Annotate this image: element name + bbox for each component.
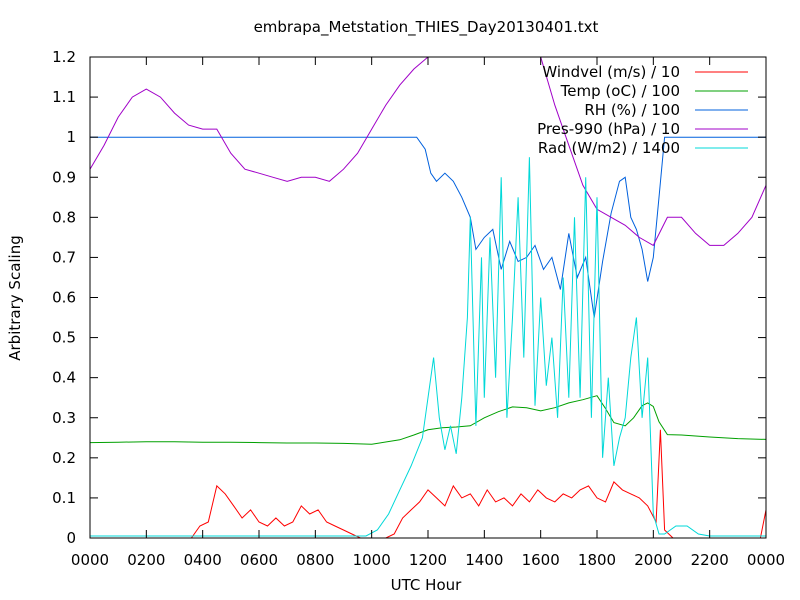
y-tick-label: 1.2 (52, 48, 76, 66)
axes-layer: 0000 0200 0400 0600 0800 1000 1200 1400 1600 1800… (52, 48, 785, 569)
x-tick-label: 1000 (353, 551, 391, 569)
legend-label: Temp (oC) / 100 (560, 82, 680, 100)
x-tick-label: 2200 (691, 551, 729, 569)
y-tick-label: 0.8 (52, 208, 76, 226)
series-layer (89, 56, 767, 539)
y-tick-label: 0 (66, 529, 76, 547)
plot-frame (89, 56, 767, 539)
y-tick-label: 0.7 (52, 248, 76, 266)
x-tick-label: 0200 (127, 551, 165, 569)
x-tick-label: 0400 (184, 551, 222, 569)
x-tick-label: 0000 (71, 551, 109, 569)
x-tick-label: 1400 (465, 551, 503, 569)
y-axis-label: Arbitrary Scaling (6, 235, 24, 361)
y-tick-label: 0.5 (52, 329, 76, 347)
legend-label: Rad (W/m2) / 1400 (538, 139, 680, 157)
x-tick-label: 1200 (409, 551, 447, 569)
y-tick-label: 0.3 (52, 409, 76, 427)
x-tick-label: 0800 (296, 551, 334, 569)
y-tick-label: 1.1 (52, 88, 76, 106)
legend-label: Pres-990 (hPa) / 10 (537, 120, 680, 138)
chart-title: embrapa_Metstation_THIES_Day20130401.txt (254, 18, 599, 37)
x-axis-label: UTC Hour (391, 576, 462, 594)
x-tick-label: 0000 (747, 551, 785, 569)
series-line-1 (90, 429, 767, 539)
x-tick-label: 1800 (578, 551, 616, 569)
y-tick-label: 1 (66, 128, 76, 146)
y-tick-label: 0.2 (52, 449, 76, 467)
series-line-4 (89, 56, 767, 247)
y-tick-label: 0.6 (52, 289, 76, 307)
series-line-3 (90, 136, 766, 318)
y-tick-label: 0.4 (52, 369, 76, 387)
legend-label: Windvel (m/s) / 10 (542, 63, 680, 81)
x-tick-label: 2000 (634, 551, 672, 569)
y-tick-label: 0.1 (52, 489, 76, 507)
legend-label: RH (%) / 100 (584, 101, 680, 119)
series-line-2 (89, 395, 767, 445)
series-line-5 (90, 157, 766, 537)
x-tick-label: 1600 (522, 551, 560, 569)
y-tick-label: 0.9 (52, 168, 76, 186)
x-tick-label: 0600 (240, 551, 278, 569)
